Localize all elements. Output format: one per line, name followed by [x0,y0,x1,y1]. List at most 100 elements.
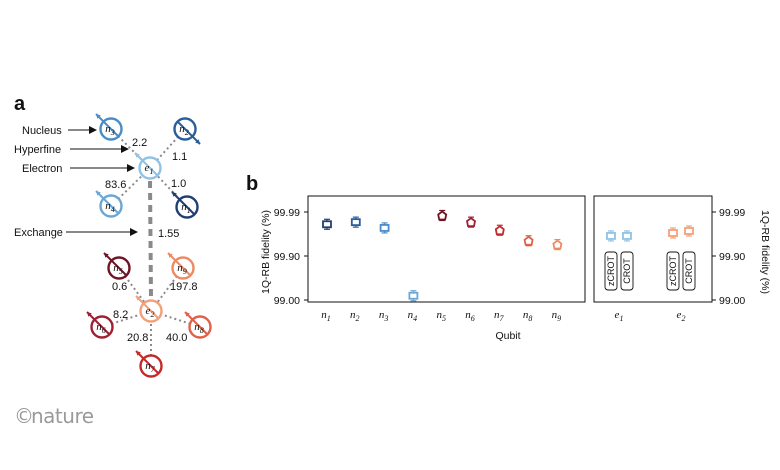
xtick-e1: e1 [615,309,624,323]
node-n2: n2 [173,117,201,145]
gate-label-e1-crot: CROT [622,258,632,284]
coupling-n8: 40.0 [166,332,187,344]
node-n5: n5 [103,252,131,280]
point-e2-crot-marker [684,227,694,235]
gate-label-e2-zcrot: zCROT [668,256,678,286]
nuclear-points: n1 n2 n3 n4 n5 n6 n7 n8 n9 [321,209,563,323]
gate-box-e2-zcrot [666,251,680,291]
point-n2-marker [350,218,361,227]
y-axis-label-right: 1Q-RB fidelity (%) [759,210,771,294]
node-n7: n7 [135,350,163,378]
coupling-n2: 1.1 [172,151,187,163]
coupling-n6: 8.2 [113,309,128,321]
e2-spin-arrowhead [136,296,141,301]
node-n3: n3 [95,113,123,141]
n9-spin-arrow [167,252,191,276]
node-n9: n9 [167,252,195,280]
n2-spin-arrow [177,121,201,145]
point-e1-crot-marker [622,232,632,240]
callout-hyperfine: Hyperfine [14,144,61,156]
n4-spin-arrowhead [96,191,101,196]
ytick-right-label-2: 99.00 [719,295,745,307]
n6-label: n6 [96,321,106,335]
point-n2 [350,216,361,228]
coupling-exchange: 1.55 [158,228,179,240]
n3-spin-arrowhead [96,114,101,119]
ytick-left-label-1: 99.90 [274,251,300,263]
n5-spin-arrow [103,252,127,276]
n2-label: n2 [179,123,189,137]
point-e2-crot [684,225,694,237]
y-axis-label-left: 1Q-RB fidelity (%) [260,210,272,294]
coupling-n1: 1.0 [171,178,186,190]
copyright-symbol: © [14,404,34,428]
electron-points: zCROT CROT e1 zCROT CROT e2 [604,225,696,323]
exchange-link [148,180,153,299]
panel-a-letter: a [14,93,26,115]
link-e2-n6 [101,310,152,328]
node-n4: n4 [95,190,123,218]
gate-box-e1-crot [620,251,634,291]
coupling-n9: 197.8 [170,281,198,293]
point-n3-marker [379,224,390,232]
e2-label: e2 [146,305,155,319]
point-n4-marker [408,291,419,300]
n1-label: n1 [181,201,191,215]
n2-spin-arrowhead [195,139,200,144]
node-n6: n6 [86,311,114,339]
point-n8-marker [523,235,534,246]
link-e2-n8 [150,310,201,328]
point-n5-marker [437,210,448,221]
point-e1-zcrot [606,230,616,242]
xtick-n1: n1 [321,309,331,323]
xtick-n7: n7 [494,309,505,323]
xtick-n4: n4 [408,309,418,323]
xtick-n9: n9 [552,309,562,323]
n1-spin-arrow [171,191,195,215]
point-e1-crot [622,230,632,242]
n7-label: n7 [145,360,156,374]
e1-spin-arrow [134,152,158,176]
point-n3 [379,222,390,234]
logo-text: nature [31,404,94,428]
n8-label: n8 [194,321,204,335]
ytick-right-label-0: 99.99 [719,207,745,219]
n3-spin-arrow [95,113,119,137]
n6-spin-arrow [86,311,110,335]
n8-spin-arrow [184,311,208,335]
xtick-n3: n3 [379,309,389,323]
n5-label: n5 [113,262,123,276]
ytick-left-label-0: 99.99 [274,207,300,219]
xtick-n2: n2 [350,309,360,323]
n4-label: n4 [105,200,115,214]
point-n4 [408,290,419,302]
gate-label-e1-zcrot: zCROT [606,256,616,286]
point-e2-zcrot [668,227,678,239]
point-e1-zcrot-marker [606,232,616,240]
point-n1 [322,218,332,230]
node-n1: n1 [171,191,199,219]
n3-label: n3 [105,123,115,137]
point-n6-marker [466,217,476,228]
coupling-n3: 2.2 [132,137,147,149]
point-n9 [552,238,563,251]
point-n1-marker [322,220,332,229]
electron-plot-frame [593,195,713,303]
link-e2-n5 [118,267,152,312]
ytick-left-label-2: 99.00 [274,295,300,307]
xtick-n5: n5 [436,309,446,323]
point-n6 [466,216,476,228]
n5-spin-arrowhead [104,253,109,258]
callout-electron: Electron [22,163,62,175]
gate-box-e2-crot [682,251,696,291]
n7-spin-arrowhead [136,351,141,356]
xtick-n8: n8 [523,309,533,323]
panel-a: a Nucleus Hyperfine Electron Exchange 2.… [14,93,212,378]
point-n5 [437,209,448,222]
y-ticks-left: 99.99 99.90 99.00 [274,207,308,307]
e1-label: e1 [145,162,154,176]
e1-spin-arrowhead [135,153,140,158]
point-n7-marker [494,225,505,236]
callout-nucleus: Nucleus [22,125,62,137]
link-e1-n1 [149,167,188,208]
